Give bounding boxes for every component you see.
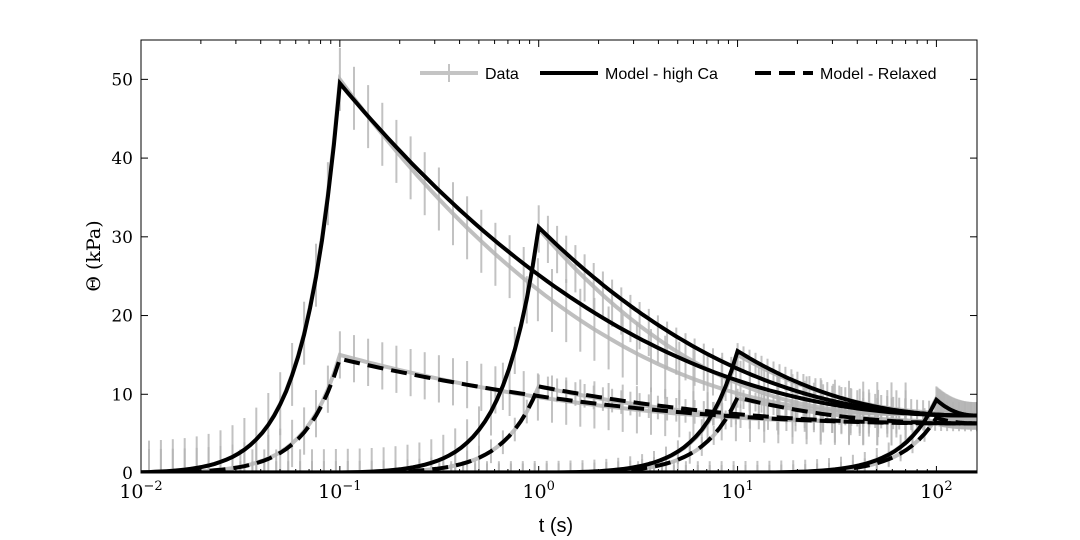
plot-frame bbox=[140, 39, 978, 474]
legend-entry-model-relaxed: Model - Relaxed bbox=[755, 66, 937, 83]
legend-label-data: Data bbox=[485, 66, 519, 83]
legend: Data Model - high Ca Model - Relaxed bbox=[420, 64, 937, 83]
x-tick-label: 10−1 bbox=[318, 479, 361, 503]
x-axis-label: t (s) bbox=[539, 515, 573, 537]
y-tick-label: 20 bbox=[111, 307, 133, 327]
y-tick-label: 10 bbox=[111, 385, 133, 405]
legend-entry-data: Data bbox=[420, 64, 519, 83]
x-tick-label: 100 bbox=[522, 479, 554, 503]
legend-entry-model-high-ca: Model - high Ca bbox=[540, 66, 718, 83]
y-axis-label: Θ (kPa) bbox=[83, 220, 105, 291]
y-tick-label: 30 bbox=[111, 228, 133, 248]
legend-label-model-high-ca: Model - high Ca bbox=[605, 66, 718, 83]
x-tick-label: 102 bbox=[920, 479, 952, 503]
y-tick-label: 0 bbox=[122, 464, 133, 484]
x-tick-label: 10−2 bbox=[119, 479, 162, 503]
y-tick-label: 50 bbox=[111, 70, 133, 90]
x-tick-label: 101 bbox=[721, 479, 753, 503]
legend-label-model-relaxed: Model - Relaxed bbox=[820, 66, 937, 83]
y-tick-label: 40 bbox=[111, 149, 133, 169]
